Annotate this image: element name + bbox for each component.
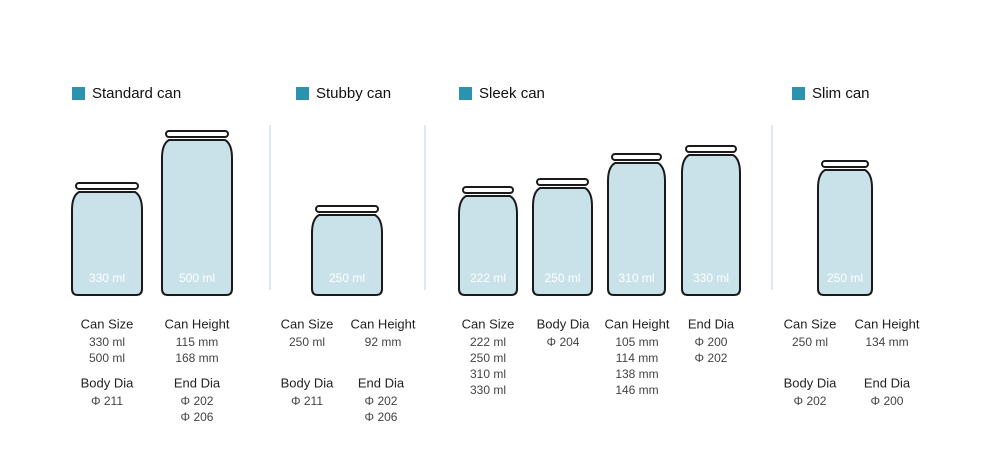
spec-label: End Dia <box>688 316 735 331</box>
spec-label: Can Size <box>81 316 134 331</box>
spec-label: Can Height <box>854 316 919 331</box>
spec-value: Φ 200 <box>695 335 728 349</box>
spec-label: End Dia <box>174 375 221 390</box>
spec-label: Body Dia <box>81 375 135 390</box>
can-body <box>161 139 233 296</box>
title-marker <box>72 87 85 100</box>
can-label: 222 ml <box>470 271 506 285</box>
can-body <box>817 169 873 296</box>
can-lid <box>611 153 662 161</box>
can-body <box>311 214 383 296</box>
can-body <box>607 162 666 296</box>
spec-label: Body Dia <box>784 375 838 390</box>
can-lid <box>685 145 737 153</box>
spec-value: 92 mm <box>365 335 402 349</box>
spec-value: 146 mm <box>615 383 658 397</box>
spec-label: Can Size <box>462 316 515 331</box>
spec-label: End Dia <box>358 375 405 390</box>
title-marker <box>459 87 472 100</box>
spec-label: Can Height <box>604 316 669 331</box>
spec-value: Φ 202 <box>181 394 214 408</box>
can-lid <box>75 182 139 190</box>
spec-label: Can Size <box>784 316 837 331</box>
can-label: 330 ml <box>693 271 729 285</box>
spec-value: Φ 202 <box>365 394 398 408</box>
spec-value: Φ 204 <box>547 335 580 349</box>
title-marker <box>792 87 805 100</box>
section-title: Slim can <box>812 85 870 102</box>
spec-value: 250 ml <box>470 351 506 365</box>
spec-value: 310 ml <box>470 367 506 381</box>
can-lid <box>462 186 514 194</box>
spec-value: 105 mm <box>615 335 658 349</box>
spec-value: Φ 202 <box>695 351 728 365</box>
can-lid <box>821 160 869 168</box>
can-label: 500 ml <box>179 271 215 285</box>
spec-value: Φ 211 <box>291 394 323 408</box>
spec-label: Can Size <box>281 316 334 331</box>
spec-value: Φ 206 <box>365 410 398 424</box>
title-marker <box>296 87 309 100</box>
spec-value: 134 mm <box>865 335 908 349</box>
can-body <box>71 191 143 296</box>
spec-value: 250 ml <box>792 335 828 349</box>
can-label: 250 ml <box>544 271 580 285</box>
can-lid <box>165 130 229 138</box>
can-lid <box>315 205 379 213</box>
spec-value: Φ 200 <box>871 394 904 408</box>
can-body <box>458 195 518 296</box>
spec-value: 115 mm <box>176 335 218 349</box>
can-label: 250 ml <box>329 271 365 285</box>
spec-label: Body Dia <box>281 375 335 390</box>
spec-label: End Dia <box>864 375 911 390</box>
can-label: 310 ml <box>618 271 654 285</box>
spec-value: 222 ml <box>470 335 506 349</box>
spec-value: Φ 211 <box>91 394 123 408</box>
can-lid <box>536 178 589 186</box>
spec-value: 330 ml <box>89 335 125 349</box>
spec-label: Body Dia <box>537 316 591 331</box>
can-label: 250 ml <box>827 271 863 285</box>
spec-value: 114 mm <box>616 351 658 365</box>
spec-value: 168 mm <box>175 351 218 365</box>
spec-label: Can Height <box>350 316 415 331</box>
can-body <box>681 154 741 296</box>
spec-value: 138 mm <box>615 367 658 381</box>
spec-value: 330 ml <box>470 383 506 397</box>
spec-value: Φ 202 <box>794 394 827 408</box>
can-label: 330 ml <box>89 271 125 285</box>
section-title: Sleek can <box>479 85 545 102</box>
spec-value: 250 ml <box>289 335 325 349</box>
section-title: Stubby can <box>316 85 391 102</box>
can-body <box>532 187 593 296</box>
spec-label: Can Height <box>164 316 229 331</box>
spec-value: 500 ml <box>89 351 125 365</box>
section-title: Standard can <box>92 85 181 102</box>
spec-value: Φ 206 <box>181 410 214 424</box>
